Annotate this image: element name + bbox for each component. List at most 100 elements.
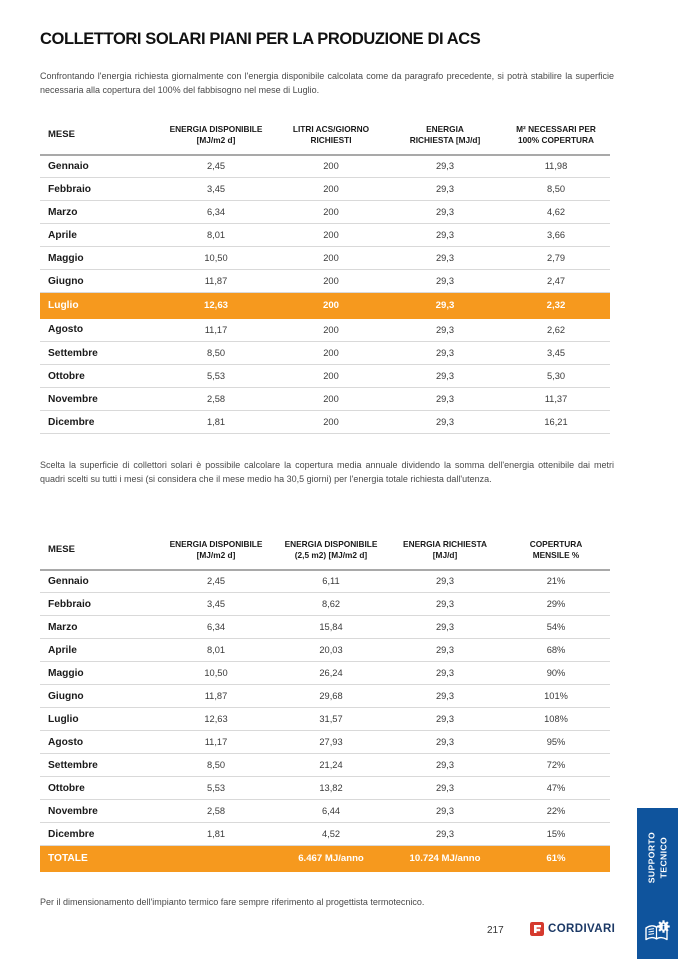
table-cell: 200 bbox=[274, 387, 388, 412]
table-cell: Settembre bbox=[40, 341, 158, 366]
table-row: Dicembre 1,81 200 29,3 16,21 bbox=[40, 410, 610, 435]
table-cell: 2,45 bbox=[158, 154, 274, 179]
table-cell: Dicembre bbox=[40, 822, 158, 847]
table-cell: 16,21 bbox=[502, 410, 610, 435]
table-cell: 13,82 bbox=[274, 776, 388, 801]
table-cell: Gennaio bbox=[40, 154, 158, 179]
table-cell: 200 bbox=[274, 341, 388, 366]
table-cell: 12,63 bbox=[158, 707, 274, 732]
table-cell: 95% bbox=[502, 730, 610, 755]
table-cell: 26,24 bbox=[274, 661, 388, 686]
table-cell: 29,3 bbox=[388, 638, 502, 663]
table-cell: 2,62 bbox=[502, 318, 610, 343]
annual-coverage-table: MESE ENERGIA DISPONIBILE [MJ/m2 d] ENERGIA … bbox=[40, 533, 610, 872]
table-cell: 6,11 bbox=[274, 569, 388, 594]
table-row: Maggio 10,50 26,24 29,3 90% bbox=[40, 661, 610, 686]
table-cell: 29,3 bbox=[388, 661, 502, 686]
middle-note-paragraph: Scelta la superficie di collettori solar… bbox=[40, 460, 614, 484]
table-cell: 3,45 bbox=[158, 592, 274, 617]
table-cell: 20,03 bbox=[274, 638, 388, 663]
table-row: Ottobre 5,53 13,82 29,3 47% bbox=[40, 776, 610, 801]
table-cell: Febbraio bbox=[40, 592, 158, 617]
page-number: 217 bbox=[487, 925, 504, 936]
table-cell: Maggio bbox=[40, 661, 158, 686]
table-cell: 11,17 bbox=[158, 730, 274, 755]
table-cell: 29,3 bbox=[388, 200, 502, 225]
table-cell: Settembre bbox=[40, 753, 158, 778]
table-cell: 72% bbox=[502, 753, 610, 778]
table-cell: Aprile bbox=[40, 223, 158, 248]
table-row: Luglio 12,63 200 29,3 2,32 bbox=[40, 292, 610, 319]
table-cell: 200 bbox=[274, 246, 388, 271]
table-cell: 2,58 bbox=[158, 387, 274, 412]
table-row: Luglio 12,63 31,57 29,3 108% bbox=[40, 707, 610, 732]
table-cell: 4,52 bbox=[274, 822, 388, 847]
table-row: Gennaio 2,45 200 29,3 11,98 bbox=[40, 154, 610, 179]
table-cell: 29,68 bbox=[274, 684, 388, 709]
table-cell: 200 bbox=[274, 269, 388, 294]
table-cell: 5,53 bbox=[158, 776, 274, 801]
table-cell: 11,37 bbox=[502, 387, 610, 412]
table-row: Dicembre 1,81 4,52 29,3 15% bbox=[40, 822, 610, 847]
table-cell: Gennaio bbox=[40, 569, 158, 594]
table-row: Aprile 8,01 20,03 29,3 68% bbox=[40, 638, 610, 663]
table-cell: 200 bbox=[274, 364, 388, 389]
table-cell: 29,3 bbox=[388, 154, 502, 179]
table-cell: 8,01 bbox=[158, 223, 274, 248]
table-cell: Febbraio bbox=[40, 177, 158, 202]
table-cell: 5,30 bbox=[502, 364, 610, 389]
table-row: Giugno 11,87 29,68 29,3 101% bbox=[40, 684, 610, 709]
table-cell: 10.724 MJ/anno bbox=[388, 845, 502, 872]
column-header: MESE bbox=[40, 118, 158, 156]
column-header: COPERTURA MENSILE % bbox=[502, 533, 610, 571]
table-total-row: TOTALE 6.467 MJ/anno 10.724 MJ/anno 61% bbox=[40, 845, 610, 872]
table-cell: 200 bbox=[274, 200, 388, 225]
table-row: Gennaio 2,45 6,11 29,3 21% bbox=[40, 569, 610, 594]
table-cell: Marzo bbox=[40, 200, 158, 225]
table-cell: 61% bbox=[502, 845, 610, 872]
book-info-icon bbox=[645, 920, 670, 941]
table-cell: 21% bbox=[502, 569, 610, 594]
table-row: Aprile 8,01 200 29,3 3,66 bbox=[40, 223, 610, 248]
table-cell: 31,57 bbox=[274, 707, 388, 732]
table-cell: 4,62 bbox=[502, 200, 610, 225]
table-cell: Agosto bbox=[40, 730, 158, 755]
monthly-coverage-table: MESE ENERGIA DISPONIBILE [MJ/m2 d] LITRI AC… bbox=[40, 118, 610, 435]
table-cell: 29,3 bbox=[388, 341, 502, 366]
column-header: M² NECESSARI PER 100% COPERTURA bbox=[502, 118, 610, 156]
table-cell: 29% bbox=[502, 592, 610, 617]
table-cell: 8,50 bbox=[158, 341, 274, 366]
brand-name: CORDIVARI bbox=[548, 923, 616, 935]
table-cell: 29,3 bbox=[388, 684, 502, 709]
table-header-row: MESE ENERGIA DISPONIBILE [MJ/m2 d] LITRI AC… bbox=[40, 118, 610, 156]
table-cell: Ottobre bbox=[40, 364, 158, 389]
table-cell: 29,3 bbox=[388, 410, 502, 435]
table-cell: 3,66 bbox=[502, 223, 610, 248]
table-row: Settembre 8,50 21,24 29,3 72% bbox=[40, 753, 610, 778]
table-cell: 29,3 bbox=[388, 246, 502, 271]
table-row: Maggio 10,50 200 29,3 2,79 bbox=[40, 246, 610, 271]
table-cell: 29,3 bbox=[388, 592, 502, 617]
table-cell: 29,3 bbox=[388, 269, 502, 294]
table-cell: 29,3 bbox=[388, 223, 502, 248]
table-cell: 27,93 bbox=[274, 730, 388, 755]
table-cell: Luglio bbox=[40, 707, 158, 732]
table-cell: 2,45 bbox=[158, 569, 274, 594]
table-cell: 29,3 bbox=[388, 707, 502, 732]
sidebar-tab-supporto-tecnico: SUPPORTO TECNICO bbox=[637, 808, 678, 959]
table-cell: 8,62 bbox=[274, 592, 388, 617]
table-cell: 200 bbox=[274, 410, 388, 435]
table-cell: Ottobre bbox=[40, 776, 158, 801]
table-cell: 8,01 bbox=[158, 638, 274, 663]
column-header: ENERGIA DISPONIBILE [MJ/m2 d] bbox=[158, 533, 274, 571]
table-cell: 200 bbox=[274, 223, 388, 248]
table-cell: 10,50 bbox=[158, 661, 274, 686]
table-row: Agosto 11,17 200 29,3 2,62 bbox=[40, 318, 610, 343]
column-header: LITRI ACS/GIORNO RICHIESTI bbox=[274, 118, 388, 156]
table-cell: 200 bbox=[274, 292, 388, 319]
table-row: Ottobre 5,53 200 29,3 5,30 bbox=[40, 364, 610, 389]
table-cell bbox=[158, 845, 274, 872]
table-cell: 11,98 bbox=[502, 154, 610, 179]
table-cell: Marzo bbox=[40, 615, 158, 640]
table-cell: 3,45 bbox=[158, 177, 274, 202]
